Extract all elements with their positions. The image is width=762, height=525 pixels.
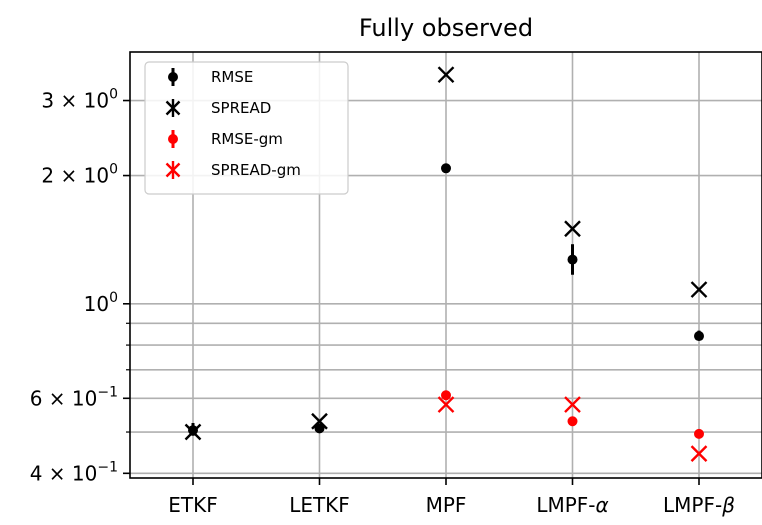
y-tick-label: 2 × 100 bbox=[41, 162, 118, 188]
legend: RMSE SPREAD RMSE-gm SPREAD-gm bbox=[144, 61, 349, 195]
y-tick-label: 6 × 10−1 bbox=[30, 384, 118, 410]
data-point-spread-gm bbox=[690, 445, 708, 462]
data-point-spread bbox=[437, 66, 455, 84]
data-point-spread-gm bbox=[437, 396, 455, 413]
data-point-rmse-gm bbox=[694, 428, 704, 439]
legend-marker bbox=[168, 72, 178, 82]
data-point-rmse bbox=[694, 331, 704, 342]
axis-layer: ETKF LETKF MPF LMPF-α LMPF-β 4 × 10−1 6 × 10−1… bbox=[30, 87, 736, 517]
legend-marker bbox=[165, 100, 181, 116]
data-point-rmse-gm bbox=[567, 416, 578, 427]
grid-layer bbox=[130, 52, 762, 478]
y-tick-label: 4 × 10−1 bbox=[30, 459, 118, 485]
x-tick-label: MPF bbox=[426, 493, 467, 517]
legend-label: RMSE bbox=[211, 68, 253, 86]
x-tick-label: ETKF bbox=[168, 493, 217, 517]
data-point-rmse-gm bbox=[441, 390, 451, 401]
legend-marker bbox=[165, 162, 181, 178]
data-point-rmse bbox=[441, 163, 451, 174]
data-point-spread bbox=[311, 412, 328, 430]
x-tick-label: LMPF-β bbox=[663, 493, 735, 517]
legend-label: RMSE-gm bbox=[211, 130, 283, 148]
marker-layer bbox=[184, 66, 708, 462]
data-point-rmse bbox=[567, 254, 578, 265]
data-point-spread bbox=[564, 220, 581, 238]
data-point-spread-gm bbox=[564, 396, 581, 413]
data-point-rmse bbox=[188, 425, 198, 436]
y-tick-label: 100 bbox=[84, 290, 118, 316]
y-tick-label: 3 × 100 bbox=[41, 87, 118, 113]
chart-title: Fully observed bbox=[359, 14, 533, 42]
x-tick-label: LMPF-α bbox=[536, 493, 608, 517]
data-point-spread bbox=[690, 281, 708, 298]
legend-label: SPREAD bbox=[211, 99, 271, 117]
data-point-spread bbox=[184, 423, 202, 441]
x-tick-label: LETKF bbox=[289, 493, 350, 517]
data-point-rmse bbox=[314, 423, 325, 434]
legend-box bbox=[144, 61, 349, 195]
legend-label: SPREAD-gm bbox=[211, 161, 301, 179]
legend-marker bbox=[168, 134, 178, 144]
